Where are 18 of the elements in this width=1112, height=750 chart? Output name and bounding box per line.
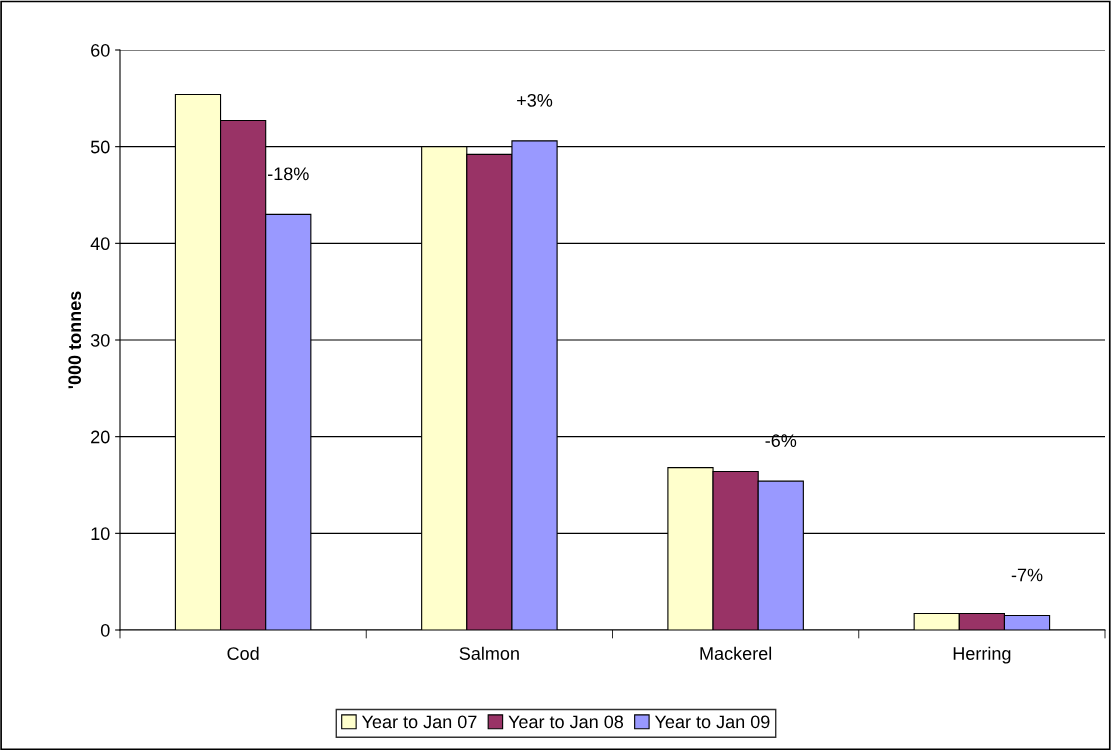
legend-label: Year to Jan 08: [508, 715, 624, 729]
y-tick-label: 40: [90, 237, 110, 251]
y-tick-label: 20: [91, 430, 110, 444]
legend-label: Year to Jan 09: [654, 715, 770, 729]
y-tick-label: 0: [100, 623, 110, 637]
annotation: +3%: [517, 93, 553, 107]
y-tick-label: 60: [91, 43, 110, 57]
y-tick-label: 50: [90, 140, 110, 154]
annotation: -18%: [268, 167, 309, 181]
x-tick-label: Salmon: [459, 646, 519, 660]
annotation: -7%: [1011, 568, 1043, 582]
y-tick-label: 30: [90, 333, 110, 347]
y-tick-label: 10: [91, 527, 110, 541]
x-tick-label: Cod: [227, 646, 259, 660]
legend-label: Year to Jan 07: [361, 715, 477, 729]
y-axis-title: '000 tonnes: [68, 291, 82, 389]
x-tick-label: Mackerel: [700, 646, 772, 660]
x-tick-label: Herring: [953, 646, 1011, 664]
